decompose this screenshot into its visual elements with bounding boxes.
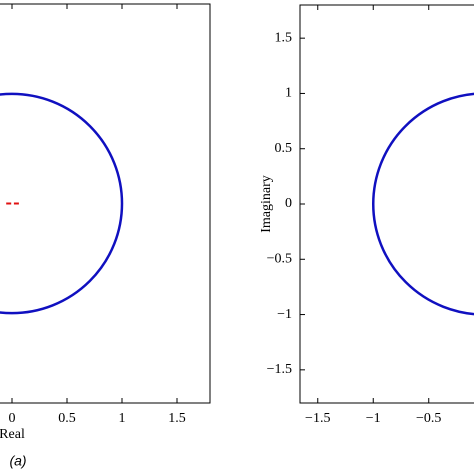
plot-frame bbox=[299, 4, 474, 404]
y-tick-label: 1 bbox=[285, 86, 292, 101]
x-tick-label: −1 bbox=[366, 411, 381, 426]
y-tick-label: −1 bbox=[277, 307, 292, 322]
panel-label: (a) bbox=[9, 453, 26, 469]
y-tick-label: −0.5 bbox=[267, 251, 292, 266]
circle-curve bbox=[372, 92, 474, 316]
y-tick-label: 1.5 bbox=[275, 30, 293, 45]
circle-curve bbox=[0, 92, 124, 315]
plot-frame bbox=[0, 3, 211, 404]
x-tick-label: −1.5 bbox=[305, 411, 330, 426]
y-axis-label: Imaginary bbox=[259, 175, 274, 233]
y-tick-label: −1.5 bbox=[267, 362, 292, 377]
x-tick-label: 1 bbox=[119, 411, 126, 426]
y-tick-label: 0 bbox=[285, 196, 292, 211]
x-tick-label: 1.5 bbox=[168, 411, 186, 426]
x-axis-label: Real bbox=[0, 427, 25, 442]
x-tick-label: −0.5 bbox=[416, 411, 441, 426]
x-tick-label: 0.5 bbox=[58, 411, 76, 426]
x-tick-label: 0 bbox=[9, 411, 16, 426]
y-tick-label: 0.5 bbox=[275, 141, 293, 156]
